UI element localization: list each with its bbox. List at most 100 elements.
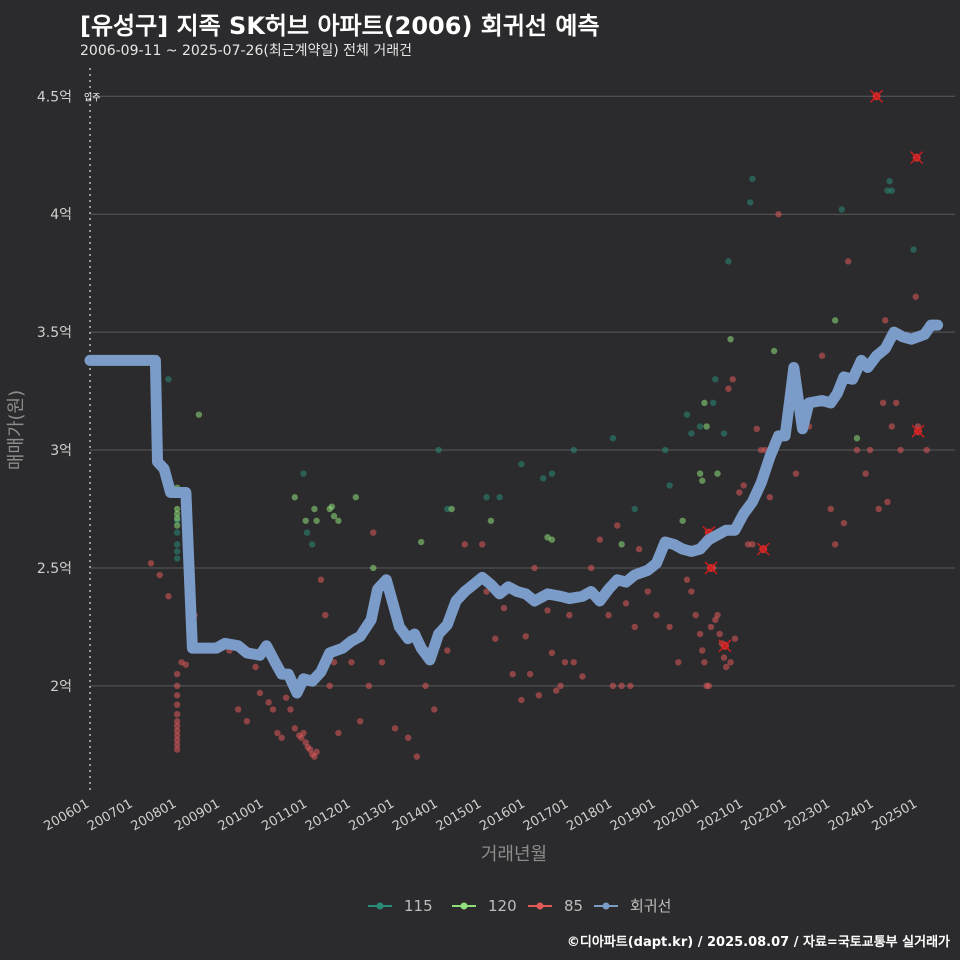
- point-85: [313, 748, 320, 756]
- point-115: [570, 446, 577, 454]
- point-85: [683, 576, 691, 583]
- point-85: [688, 588, 695, 595]
- x-tick-label: 201601: [477, 796, 527, 834]
- point-85: [729, 376, 736, 383]
- highlight-cross: [910, 151, 924, 165]
- point-85: [666, 623, 673, 631]
- point-85: [725, 385, 732, 392]
- point-85: [840, 519, 848, 527]
- point-85: [256, 689, 264, 697]
- point-120: [696, 470, 704, 477]
- point-85: [609, 682, 617, 690]
- point-85: [635, 545, 643, 553]
- point-115: [720, 430, 728, 437]
- point-85: [444, 647, 451, 654]
- point-115: [609, 435, 617, 442]
- point-115: [666, 482, 673, 489]
- point-85: [269, 706, 277, 713]
- point-85: [483, 588, 490, 595]
- point-85: [173, 692, 181, 699]
- point-120: [770, 347, 778, 355]
- point-85: [845, 258, 852, 265]
- chart-subtitle: 2006-09-11 ~ 2025-07-26(최근계약일) 전체 거래건: [80, 43, 412, 59]
- point-85: [370, 529, 377, 536]
- move-in-label: 입주: [84, 91, 101, 103]
- point-85: [596, 536, 604, 543]
- point-85: [182, 661, 190, 668]
- point-115: [496, 494, 503, 501]
- x-tick-label: 202301: [782, 796, 832, 834]
- highlight-cross: [870, 89, 884, 103]
- point-85: [335, 729, 342, 737]
- point-85: [252, 663, 259, 671]
- point-85: [404, 734, 412, 741]
- legend-label: 회귀선: [630, 897, 671, 915]
- point-120: [302, 517, 309, 524]
- x-tick-label: 201301: [347, 796, 397, 834]
- x-tick-label: 201801: [564, 796, 614, 834]
- point-115: [309, 541, 316, 548]
- point-85: [492, 635, 499, 642]
- highlight-cross: [704, 561, 718, 575]
- point-115: [749, 175, 756, 183]
- point-115: [725, 258, 732, 265]
- y-tick-label: 3.5억: [37, 325, 72, 341]
- point-120: [370, 564, 377, 572]
- point-115: [746, 199, 754, 206]
- point-85: [317, 576, 325, 583]
- y-tick-label: 2억: [50, 679, 72, 695]
- point-85: [882, 317, 889, 324]
- point-120: [173, 515, 181, 522]
- point-85: [897, 446, 904, 454]
- point-85: [553, 687, 560, 694]
- point-85: [749, 541, 756, 548]
- point-85: [644, 588, 651, 595]
- point-115: [838, 206, 845, 213]
- point-85: [699, 647, 706, 654]
- point-85: [923, 446, 930, 454]
- point-120: [448, 505, 455, 513]
- x-tick-label: 201201: [303, 796, 353, 834]
- point-85: [570, 659, 577, 666]
- point-120: [831, 317, 839, 324]
- point-120: [714, 470, 721, 477]
- point-85: [766, 494, 773, 501]
- point-85: [173, 746, 181, 753]
- point-85: [378, 659, 386, 666]
- x-tick-label: 200801: [129, 796, 179, 834]
- point-115: [539, 475, 547, 482]
- point-85: [365, 682, 373, 690]
- point-115: [688, 430, 695, 437]
- x-tick-label: 202001: [652, 796, 702, 834]
- point-85: [879, 399, 887, 407]
- point-85: [518, 696, 525, 704]
- point-85: [579, 673, 586, 680]
- point-85: [356, 718, 364, 725]
- point-120: [727, 336, 734, 343]
- point-85: [701, 659, 708, 666]
- point-115: [662, 446, 669, 454]
- point-120: [330, 512, 338, 520]
- point-115: [696, 423, 704, 430]
- x-tick-label: 200601: [42, 796, 92, 834]
- point-85: [653, 611, 660, 619]
- point-85: [731, 635, 739, 642]
- point-85: [156, 571, 163, 579]
- point-85: [716, 630, 723, 638]
- point-115: [173, 548, 181, 555]
- y-axis-label: 매매가(원): [6, 390, 27, 470]
- point-85: [692, 611, 699, 619]
- point-85: [727, 659, 734, 666]
- point-115: [173, 541, 181, 548]
- point-85: [557, 682, 564, 690]
- point-85: [431, 706, 438, 713]
- point-85: [618, 682, 625, 690]
- highlight-cross: [756, 542, 770, 556]
- point-85: [287, 706, 294, 713]
- regression-line: [84, 319, 944, 699]
- x-tick-label: 202201: [739, 796, 789, 834]
- point-120: [335, 517, 342, 524]
- point-120: [311, 505, 318, 513]
- point-85: [278, 734, 285, 741]
- source-credit: ©디아파트(dapt.kr) / 2025.08.07 / 자료=국토교통부 실…: [566, 935, 950, 950]
